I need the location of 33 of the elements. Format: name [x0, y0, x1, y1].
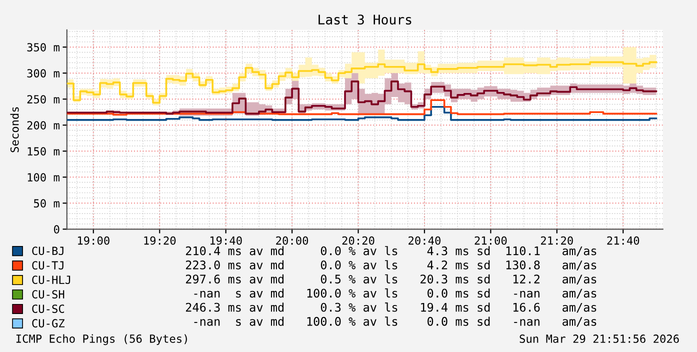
- x-tick-label: 20:00: [276, 236, 308, 245]
- x-tick-label: 21:00: [474, 236, 507, 245]
- y-tick-label: 200 m: [27, 121, 60, 130]
- text: 210.4 ms av md 0.0 % av ls 4.3 ms sd 110.1 am/as: [186, 246, 596, 256]
- y-tick-label: 150 m: [28, 147, 60, 156]
- text: Sun Mar 29 21:51:56 2026: [520, 334, 679, 343]
- y-tick-label: 300 m: [27, 69, 60, 78]
- y-axis-title: Seconds: [10, 107, 19, 152]
- text: ICMP Echo Pings (56 Bytes): [16, 334, 187, 346]
- x-tick-label: 19:00: [78, 236, 110, 245]
- x-tick-label: 20:20: [342, 236, 374, 245]
- text: 223.0 ms av md 0.0 % av ls 4.2 ms sd 130.8 am/as: [186, 260, 596, 270]
- y-tick-label: 250 m: [27, 95, 60, 104]
- x-tick-label: 19:20: [144, 236, 176, 245]
- text: 246.3 ms av md 0.3 % av ls 19.4 ms sd 16.6 am/as: [186, 302, 596, 313]
- legend-label: CU-HLJ: [32, 276, 70, 284]
- legend-label: CU-GZ: [32, 319, 65, 328]
- x-tick-label: 21:20: [541, 236, 573, 245]
- y-tick-label: 350 m: [27, 43, 60, 52]
- legend-label: CU-SC: [32, 304, 64, 313]
- y-tick-label: 100 m: [28, 173, 60, 182]
- text: -nan s av md 100.0 % av ls 0.0 ms sd -nan am/as: [194, 316, 596, 327]
- legend-label: CU-BJ: [32, 246, 64, 256]
- x-tick-label: 21:40: [607, 236, 640, 245]
- x-tick-label: 20:40: [408, 236, 440, 245]
- legend-label: CU-SH: [32, 290, 64, 298]
- legend-label: CU-TJ: [32, 261, 64, 270]
- y-tick-label: 0: [54, 225, 60, 234]
- chart-title: Last 3 Hours: [318, 14, 412, 25]
- text: 297.6 ms av md 0.5 % av ls 20.3 ms sd 12.2 am/as: [186, 274, 596, 284]
- text: -nan s av md 100.0 % av ls 0.0 ms sd -nan am/as: [194, 288, 596, 299]
- y-tick-label: 50 m: [34, 199, 60, 208]
- x-tick-label: 19:40: [210, 236, 242, 245]
